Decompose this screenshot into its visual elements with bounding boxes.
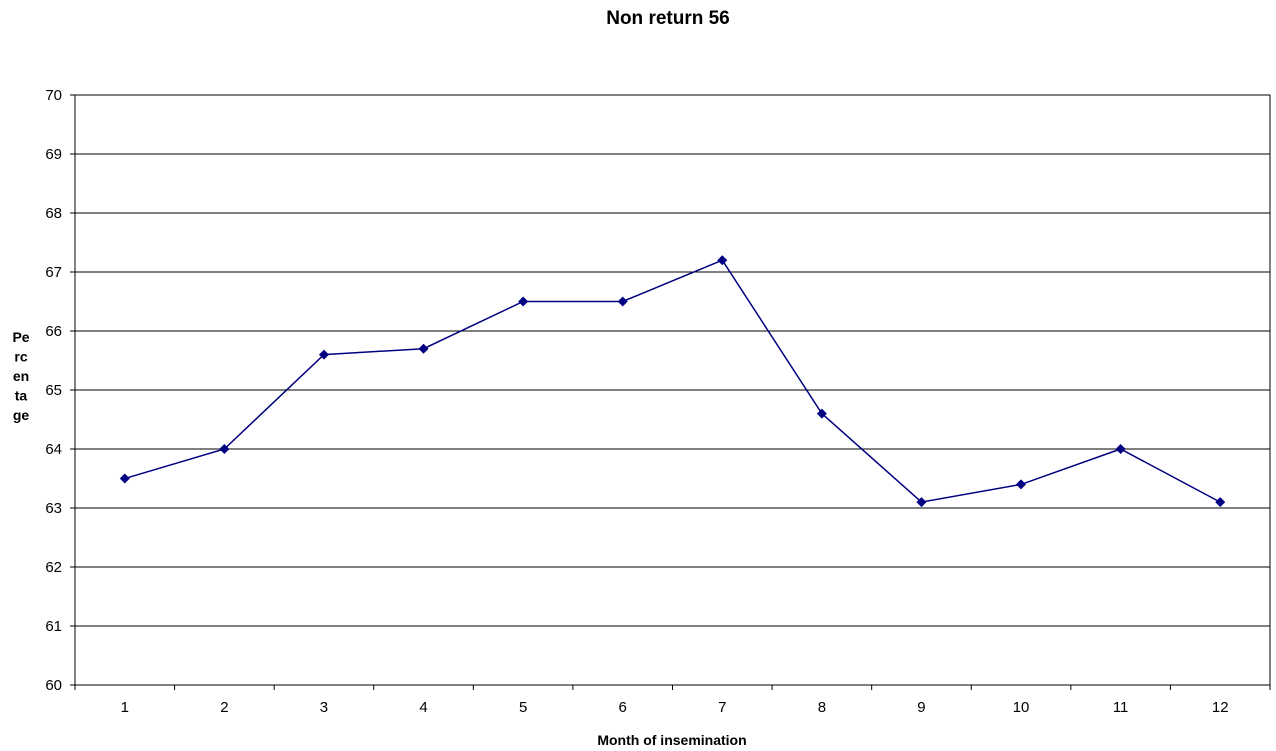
y-tick-label: 66 (45, 323, 62, 340)
y-tick-label: 68 (45, 205, 62, 222)
y-axis-title-line: ge (13, 407, 30, 423)
x-tick-label: 1 (121, 699, 129, 716)
x-tick-label: 4 (419, 699, 427, 716)
series-layer (119, 255, 1226, 508)
data-point (816, 408, 827, 419)
x-tick-label: 9 (917, 699, 925, 716)
x-tick-label: 3 (320, 699, 328, 716)
data-point (119, 473, 130, 484)
x-tick-label: 12 (1212, 699, 1229, 716)
y-tick-label: 62 (45, 559, 62, 576)
axes (70, 94, 1271, 690)
y-tick-label: 60 (45, 677, 62, 694)
y-tick-labels: 60 61 62 63 64 65 66 67 68 69 70 (45, 87, 62, 694)
data-point (916, 497, 927, 508)
x-tick-label: 8 (818, 699, 826, 716)
y-tick-label: 61 (45, 618, 62, 635)
series-line (124, 259, 1221, 503)
y-axis-title-line: rc (14, 349, 27, 365)
y-tick-label: 70 (45, 87, 62, 104)
data-point (219, 444, 230, 454)
y-tick-label: 64 (45, 441, 62, 458)
y-axis-title-line: en (13, 368, 29, 384)
data-point (418, 343, 429, 354)
data-point (717, 255, 728, 266)
data-point (318, 349, 329, 360)
y-tick-label: 65 (45, 382, 62, 399)
gridlines (75, 94, 1270, 686)
x-tick-label: 2 (220, 699, 228, 716)
x-tick-labels: 1 2 3 4 5 6 7 8 9 10 11 12 (121, 699, 1229, 716)
y-tick-label: 69 (45, 146, 62, 163)
data-point (1016, 479, 1027, 490)
y-axis-title: Pe rc en ta ge (12, 329, 29, 423)
x-tick-label: 11 (1113, 699, 1129, 716)
x-tick-label: 7 (718, 699, 726, 716)
data-point (1215, 497, 1226, 508)
y-tick-label: 67 (45, 264, 62, 281)
x-tick-label: 6 (619, 699, 627, 716)
data-point (617, 296, 628, 307)
data-point (1115, 444, 1126, 454)
x-tick-label: 10 (1013, 699, 1030, 716)
x-axis-title: Month of insemination (597, 732, 746, 748)
chart-title: Non return 56 (606, 8, 730, 29)
data-point (518, 296, 529, 307)
y-axis-title-line: ta (15, 388, 28, 404)
y-tick-label: 63 (45, 500, 62, 517)
y-axis-title-line: Pe (12, 329, 29, 345)
x-tick-label: 5 (519, 699, 527, 716)
